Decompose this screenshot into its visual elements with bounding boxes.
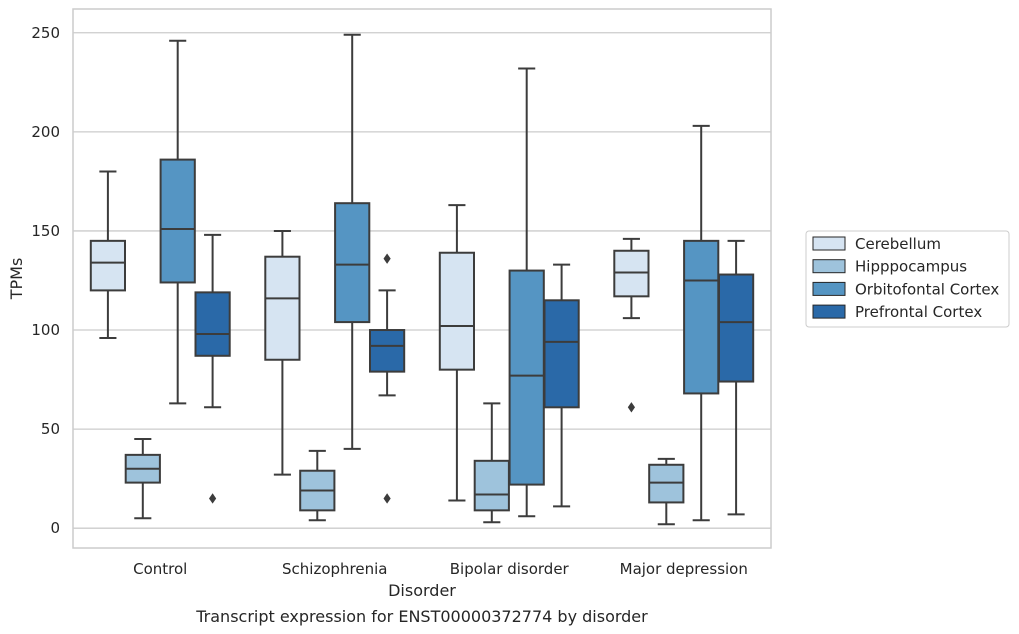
- legend-frame: [805, 230, 1010, 328]
- box-iqr: [368, 329, 406, 373]
- outlier-point: [209, 493, 217, 504]
- y-tick-label: 0: [50, 519, 60, 537]
- legend-swatch: [812, 259, 846, 274]
- box-1-2: [473, 402, 510, 524]
- legend: Cerebellum Hipppocampus Orbitofontal Corte…: [805, 230, 1010, 328]
- box-1-0: [124, 438, 161, 520]
- box-2-1: [334, 33, 371, 450]
- box-3-1: [368, 253, 406, 504]
- chart-caption: Transcript expression for ENST0000037277…: [195, 607, 648, 626]
- x-tick-label: Schizophrenia: [282, 560, 387, 578]
- box-1-1: [299, 449, 336, 522]
- box-iqr: [717, 273, 755, 383]
- y-axis-label: TPMs: [7, 258, 26, 301]
- boxes: [89, 33, 755, 526]
- box-iqr: [264, 255, 301, 361]
- y-tick-label: 50: [41, 420, 60, 438]
- x-tick-label: Control: [133, 560, 187, 578]
- y-tick-label: 150: [31, 222, 60, 240]
- box-iqr: [334, 202, 371, 324]
- box-3-2: [543, 263, 580, 508]
- box-3-0: [194, 233, 231, 504]
- legend-swatch: [812, 304, 846, 319]
- box-2-3: [683, 124, 720, 522]
- legend-swatch: [812, 281, 846, 296]
- y-tick-label: 200: [31, 123, 60, 141]
- y-tick-labels: 0 50 100 150 200 250: [31, 24, 60, 537]
- box-iqr: [89, 239, 127, 292]
- box-3-3: [717, 239, 755, 516]
- y-tick-label: 100: [31, 321, 60, 339]
- box-2-0: [159, 39, 196, 405]
- box-iqr: [438, 251, 476, 371]
- x-axis-label: Disorder: [388, 581, 456, 600]
- x-tick-label: Bipolar disorder: [450, 560, 570, 578]
- box-iqr: [508, 269, 545, 486]
- box-iqr: [543, 299, 580, 409]
- outlier-point: [383, 493, 391, 504]
- box-1-3: [648, 457, 685, 526]
- legend-label: Cerebellum: [855, 235, 941, 253]
- box-iqr: [683, 239, 720, 395]
- legend-label: Orbitofontal Cortex: [855, 280, 999, 298]
- box-iqr: [194, 291, 231, 357]
- plot-frame: [72, 8, 772, 549]
- legend-swatch: [812, 236, 846, 251]
- box-0-2: [438, 204, 476, 502]
- x-tick-label: Major depression: [620, 560, 748, 578]
- box-0-1: [264, 229, 301, 476]
- box-iqr: [159, 158, 196, 284]
- outlier-point: [383, 253, 391, 264]
- legend-label: Hipppocampus: [855, 258, 967, 276]
- x-tick-labels: Control Schizophrenia Bipolar disorder Majo…: [133, 560, 748, 578]
- box-0-3: [613, 237, 650, 413]
- y-tick-label: 250: [31, 24, 60, 42]
- legend-label: Prefrontal Cortex: [855, 303, 982, 321]
- box-iqr: [473, 459, 510, 512]
- box-0-0: [89, 170, 127, 339]
- outlier-point: [627, 402, 635, 413]
